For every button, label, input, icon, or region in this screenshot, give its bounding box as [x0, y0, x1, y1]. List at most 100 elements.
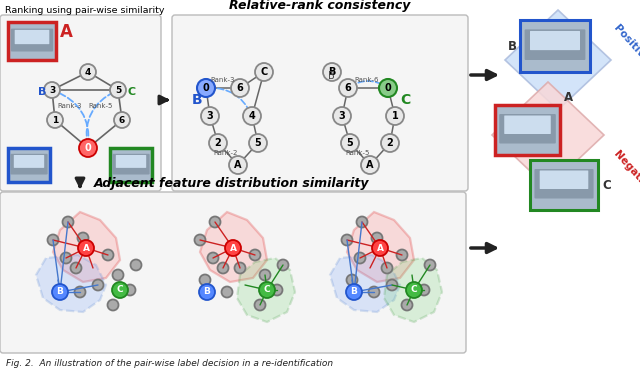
Text: 2: 2 [387, 138, 394, 148]
Circle shape [113, 270, 124, 280]
Circle shape [47, 234, 58, 245]
Circle shape [79, 139, 97, 157]
Circle shape [195, 234, 205, 245]
FancyBboxPatch shape [15, 30, 49, 44]
FancyArrowPatch shape [209, 88, 251, 113]
Text: A: A [564, 91, 573, 104]
Text: C: C [411, 285, 417, 294]
Circle shape [255, 63, 273, 81]
FancyBboxPatch shape [504, 116, 551, 134]
FancyBboxPatch shape [540, 171, 588, 189]
Text: B: B [204, 288, 211, 297]
Circle shape [369, 286, 380, 297]
FancyBboxPatch shape [530, 31, 580, 50]
FancyBboxPatch shape [525, 30, 586, 60]
Text: Rank-6: Rank-6 [354, 77, 378, 83]
Text: A: A [60, 23, 73, 41]
Text: B: B [328, 67, 336, 77]
FancyBboxPatch shape [14, 155, 44, 168]
Text: 3: 3 [339, 111, 346, 121]
Text: 6: 6 [237, 83, 243, 93]
Polygon shape [330, 255, 400, 312]
Circle shape [401, 300, 413, 310]
Circle shape [200, 275, 211, 285]
FancyBboxPatch shape [530, 160, 598, 210]
Circle shape [386, 107, 404, 125]
Circle shape [52, 284, 68, 300]
Circle shape [356, 217, 367, 227]
Circle shape [44, 82, 60, 98]
Polygon shape [237, 258, 295, 322]
Text: Rank-5: Rank-5 [345, 150, 369, 156]
Circle shape [249, 134, 267, 152]
Text: A: A [234, 160, 242, 170]
Text: Fig. 2.  An illustration of the pair-wise label decision in a re-identification: Fig. 2. An illustration of the pair-wise… [6, 359, 333, 368]
Circle shape [112, 282, 128, 298]
Circle shape [102, 249, 113, 261]
FancyBboxPatch shape [0, 192, 466, 353]
Circle shape [419, 285, 429, 295]
Circle shape [339, 79, 357, 97]
Text: A: A [230, 243, 237, 252]
Polygon shape [200, 212, 267, 282]
Text: A: A [376, 243, 383, 252]
Circle shape [250, 249, 260, 261]
Text: Rank-2: Rank-2 [213, 150, 237, 156]
FancyBboxPatch shape [116, 155, 146, 168]
Circle shape [47, 112, 63, 128]
Circle shape [110, 82, 126, 98]
Text: 0: 0 [203, 83, 209, 93]
FancyBboxPatch shape [8, 148, 50, 182]
Text: 2: 2 [214, 138, 221, 148]
Text: C: C [264, 285, 270, 294]
Circle shape [323, 63, 341, 81]
Polygon shape [53, 212, 120, 282]
Circle shape [125, 285, 136, 295]
Circle shape [397, 249, 408, 261]
Polygon shape [36, 255, 106, 312]
FancyArrowPatch shape [86, 91, 115, 145]
Text: Rank-3: Rank-3 [57, 103, 81, 109]
Circle shape [346, 284, 362, 300]
Text: Ranking using pair-wise similarity: Ranking using pair-wise similarity [5, 6, 164, 15]
Circle shape [74, 286, 86, 297]
Circle shape [371, 233, 383, 243]
Text: B: B [192, 93, 203, 107]
Text: 4: 4 [85, 67, 91, 77]
Text: C: C [400, 93, 410, 107]
Text: C: C [128, 87, 136, 97]
Circle shape [61, 252, 72, 264]
Polygon shape [347, 212, 414, 282]
Circle shape [209, 217, 221, 227]
Polygon shape [505, 10, 611, 110]
Circle shape [199, 284, 215, 300]
Circle shape [278, 260, 289, 270]
Circle shape [77, 233, 88, 243]
Text: C: C [602, 178, 611, 191]
FancyArrowPatch shape [54, 91, 88, 145]
Circle shape [259, 282, 275, 298]
FancyBboxPatch shape [110, 148, 152, 182]
FancyBboxPatch shape [0, 15, 161, 191]
FancyBboxPatch shape [172, 15, 468, 191]
Circle shape [361, 156, 379, 174]
Text: Rank-5: Rank-5 [88, 103, 113, 109]
Circle shape [63, 217, 74, 227]
Polygon shape [492, 82, 604, 188]
Circle shape [201, 107, 219, 125]
Text: C: C [260, 67, 268, 77]
Circle shape [372, 240, 388, 256]
FancyBboxPatch shape [499, 114, 556, 144]
Circle shape [114, 112, 130, 128]
Text: Relative-rank consistency: Relative-rank consistency [229, 0, 411, 12]
Text: Negative pair: Negative pair [612, 148, 640, 214]
Circle shape [381, 263, 392, 273]
Circle shape [355, 252, 365, 264]
Text: 3: 3 [49, 86, 55, 95]
Text: B: B [56, 288, 63, 297]
Circle shape [80, 64, 96, 80]
FancyBboxPatch shape [495, 105, 560, 155]
Text: 3: 3 [207, 111, 213, 121]
Circle shape [259, 270, 271, 280]
Text: B: B [328, 71, 335, 81]
